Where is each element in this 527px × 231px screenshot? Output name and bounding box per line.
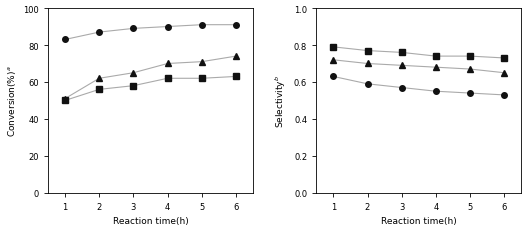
Y-axis label: Selectivity$^{b}$: Selectivity$^{b}$ [274, 75, 288, 127]
Y-axis label: Conversion(%)$^{a}$: Conversion(%)$^{a}$ [6, 65, 17, 137]
X-axis label: Reaction time(h): Reaction time(h) [381, 216, 457, 225]
X-axis label: Reaction time(h): Reaction time(h) [113, 216, 188, 225]
